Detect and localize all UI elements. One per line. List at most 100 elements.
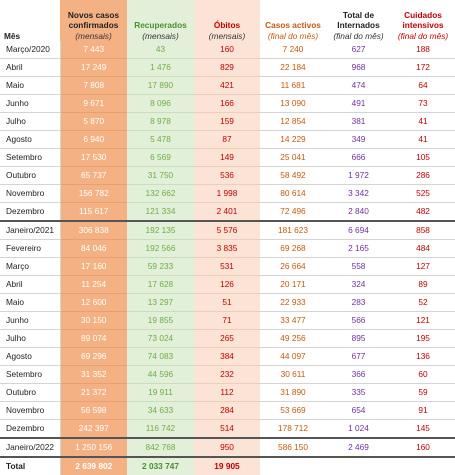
hospitalized-cell: 335 bbox=[326, 383, 391, 402]
deaths-cell: 265 bbox=[194, 329, 260, 348]
month-cell: Outubro bbox=[0, 383, 61, 402]
month-cell: Outubro bbox=[0, 166, 61, 185]
icu-cell: 41 bbox=[391, 130, 455, 149]
icu-cell: 525 bbox=[391, 184, 455, 203]
header-month: Mês bbox=[4, 30, 21, 41]
header-hospitalized-sub: (final do mês) bbox=[333, 30, 384, 41]
active-cell: 13 090 bbox=[260, 94, 326, 113]
icu-cell: 127 bbox=[391, 257, 455, 276]
icu-cell: 188 bbox=[391, 41, 455, 59]
deaths-cell: 950 bbox=[194, 437, 260, 458]
table-row: Julho 5 870 8 978 159 12 854 381 41 bbox=[0, 112, 455, 131]
new-cases-cell: 5 870 bbox=[60, 112, 127, 131]
active-cell: 44 097 bbox=[260, 347, 326, 366]
deaths-cell: 51 bbox=[194, 293, 260, 312]
total-icu-empty bbox=[391, 456, 455, 475]
recovered-cell: 17 628 bbox=[127, 275, 194, 294]
active-cell: 7 240 bbox=[260, 41, 326, 59]
icu-cell: 484 bbox=[391, 239, 455, 258]
recovered-cell: 8 978 bbox=[127, 112, 194, 131]
new-cases-cell: 30 150 bbox=[60, 311, 127, 330]
table-row: Junho 9 671 8 096 166 13 090 491 73 bbox=[0, 94, 455, 113]
new-cases-cell: 84 046 bbox=[60, 239, 127, 258]
hospitalized-cell: 324 bbox=[326, 275, 391, 294]
header-active: Casos activos (final do mês) bbox=[260, 0, 326, 41]
hospitalized-cell: 677 bbox=[326, 347, 391, 366]
recovered-cell: 44 596 bbox=[127, 365, 194, 384]
month-cell: Janeiro/2021 bbox=[0, 220, 61, 240]
deaths-cell: 536 bbox=[194, 166, 260, 185]
month-cell: Setembro bbox=[0, 148, 61, 167]
month-cell: Novembro bbox=[0, 401, 61, 420]
active-cell: 69 268 bbox=[260, 239, 326, 258]
total-active-empty bbox=[260, 456, 326, 475]
month-cell: Fevereiro bbox=[0, 239, 61, 258]
hospitalized-cell: 6 694 bbox=[326, 220, 391, 240]
deaths-cell: 160 bbox=[194, 41, 260, 59]
hospitalized-cell: 895 bbox=[326, 329, 391, 348]
hospitalized-cell: 666 bbox=[326, 148, 391, 167]
new-cases-cell: 1 250 156 bbox=[60, 437, 127, 458]
new-cases-cell: 306 838 bbox=[60, 220, 127, 240]
hospitalized-cell: 627 bbox=[326, 41, 391, 59]
table-row: Setembro 31 352 44 596 232 30 611 366 60 bbox=[0, 365, 455, 384]
deaths-cell: 284 bbox=[194, 401, 260, 420]
active-cell: 80 614 bbox=[260, 184, 326, 203]
active-cell: 58 492 bbox=[260, 166, 326, 185]
month-cell: Dezembro bbox=[0, 202, 61, 222]
active-cell: 25 041 bbox=[260, 148, 326, 167]
icu-cell: 59 bbox=[391, 383, 455, 402]
deaths-cell: 421 bbox=[194, 76, 260, 95]
icu-cell: 41 bbox=[391, 112, 455, 131]
icu-cell: 121 bbox=[391, 311, 455, 330]
active-cell: 20 171 bbox=[260, 275, 326, 294]
recovered-cell: 192 135 bbox=[127, 220, 194, 240]
icu-cell: 52 bbox=[391, 293, 455, 312]
active-cell: 49 256 bbox=[260, 329, 326, 348]
active-cell: 181 623 bbox=[260, 220, 326, 240]
header-active-sub: (final do mês) bbox=[267, 30, 319, 41]
table-row: Maio 12 600 13 297 51 22 933 283 52 bbox=[0, 293, 455, 312]
header-hospitalized-label: Total de Internados bbox=[337, 9, 380, 31]
recovered-cell: 34 633 bbox=[127, 401, 194, 420]
icu-cell: 172 bbox=[391, 58, 455, 77]
hospitalized-cell: 474 bbox=[326, 76, 391, 95]
recovered-cell: 121 334 bbox=[127, 202, 194, 222]
table-row: Março 17 160 59 233 531 26 664 558 127 bbox=[0, 257, 455, 276]
new-cases-cell: 12 600 bbox=[60, 293, 127, 312]
hospitalized-cell: 566 bbox=[326, 311, 391, 330]
month-cell: Setembro bbox=[0, 365, 61, 384]
active-cell: 178 712 bbox=[260, 419, 326, 439]
header-hospitalized: Total de Internados (final do mês) bbox=[326, 0, 391, 41]
recovered-cell: 5 478 bbox=[127, 130, 194, 149]
deaths-cell: 384 bbox=[194, 347, 260, 366]
recovered-cell: 842 768 bbox=[127, 437, 194, 458]
table-row: Agosto 69 296 74 083 384 44 097 677 136 bbox=[0, 347, 455, 366]
table-row: Agosto 6 940 5 478 87 14 229 349 41 bbox=[0, 130, 455, 149]
table-row: Outubro 65 737 31 750 536 58 492 1 972 286 bbox=[0, 166, 455, 185]
recovered-cell: 17 890 bbox=[127, 76, 194, 95]
active-cell: 72 496 bbox=[260, 202, 326, 222]
total-recovered: 2 033 747 bbox=[127, 456, 194, 475]
active-cell: 22 184 bbox=[260, 58, 326, 77]
hospitalized-cell: 654 bbox=[326, 401, 391, 420]
new-cases-cell: 56 598 bbox=[60, 401, 127, 420]
new-cases-cell: 21 372 bbox=[60, 383, 127, 402]
month-cell: Maio bbox=[0, 76, 61, 95]
deaths-cell: 1 998 bbox=[194, 184, 260, 203]
new-cases-cell: 69 296 bbox=[60, 347, 127, 366]
table-row: Outubro 21 372 19 911 112 31 890 335 59 bbox=[0, 383, 455, 402]
icu-cell: 482 bbox=[391, 202, 455, 222]
table-row: Setembro 17 530 6 569 149 25 041 666 105 bbox=[0, 148, 455, 167]
recovered-cell: 74 083 bbox=[127, 347, 194, 366]
month-cell: Julho bbox=[0, 112, 61, 131]
icu-cell: 105 bbox=[391, 148, 455, 167]
month-cell: Agosto bbox=[0, 347, 61, 366]
table-row: Maio 7 808 17 890 421 11 681 474 64 bbox=[0, 76, 455, 95]
header-recovered-sub: (mensais) bbox=[142, 30, 179, 41]
new-cases-cell: 65 737 bbox=[60, 166, 127, 185]
hospitalized-cell: 366 bbox=[326, 365, 391, 384]
deaths-cell: 166 bbox=[194, 94, 260, 113]
active-cell: 26 664 bbox=[260, 257, 326, 276]
